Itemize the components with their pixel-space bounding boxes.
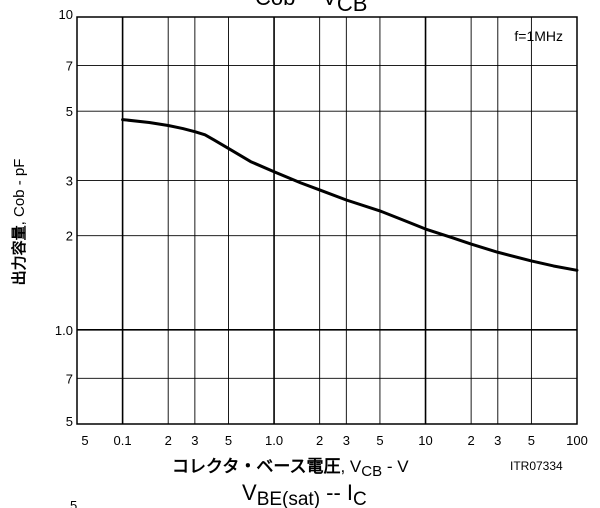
plot-frame	[76, 16, 578, 425]
y-tick-label: 5	[66, 104, 73, 119]
x-tick-label: 5	[376, 433, 383, 448]
y-tick-labels: 5 7 1.0 2 3 5 7 10	[55, 7, 73, 429]
y-tick-label: 5	[66, 414, 73, 429]
next-chart-partial-tick: 5	[70, 498, 77, 508]
minor-grid	[77, 17, 577, 424]
y-tick-label: 2	[66, 229, 73, 244]
x-tick-label: 3	[494, 433, 501, 448]
figure-code: ITR07334	[510, 459, 563, 473]
x-tick-label: 0.1	[114, 433, 132, 448]
y-tick-label: 3	[66, 174, 73, 189]
x-tick-label: 2	[468, 433, 475, 448]
next-chart-title: VBE(sat) -- IC	[242, 480, 367, 508]
x-tick-label: 5	[81, 433, 88, 448]
y-tick-label: 1.0	[55, 323, 73, 338]
x-tick-label: 1.0	[265, 433, 283, 448]
x-tick-label: 3	[191, 433, 198, 448]
x-tick-label: 5	[225, 433, 232, 448]
series-line-cob	[121, 118, 579, 272]
x-tick-label: 3	[343, 433, 350, 448]
y-tick-label: 7	[66, 58, 73, 73]
x-tick-labels: 5 0.1 2 3 5 1.0 2 3 5 10 2 3 5 100	[81, 433, 587, 448]
x-tick-label: 100	[566, 433, 588, 448]
x-tick-label: 2	[165, 433, 172, 448]
y-tick-label: 7	[66, 371, 73, 386]
x-axis-label: コレクタ・ベース電圧, VCB - V	[172, 457, 409, 480]
frequency-annotation: f=1MHz	[514, 28, 563, 44]
y-tick-label: 10	[59, 7, 73, 22]
y-axis-label: 出力容量, Cob - pF	[10, 159, 28, 286]
x-tick-label: 5	[528, 433, 535, 448]
chart-title: Cob -- VCB	[255, 0, 367, 16]
x-tick-label: 2	[316, 433, 323, 448]
x-tick-label: 10	[418, 433, 432, 448]
major-grid	[77, 17, 577, 424]
